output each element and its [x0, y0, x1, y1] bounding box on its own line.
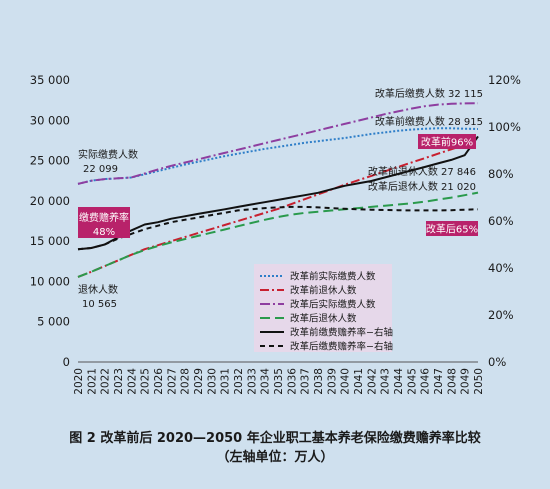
x-tick-label: 2029 [193, 368, 205, 395]
x-tick-label: 2048 [446, 368, 458, 395]
figure-caption-unit: （左轴单位：万人） [216, 450, 334, 465]
x-tick-label: 2044 [393, 368, 405, 395]
ann-retire-value: 10 565 [82, 299, 117, 310]
y-left-tick-label: 15 000 [30, 234, 70, 248]
ann-ratio-box-value: 48% [93, 227, 115, 238]
x-tick-label: 2034 [260, 368, 272, 395]
ann-before-96-text: 改革前96% [421, 136, 473, 149]
x-tick-label: 2040 [340, 368, 352, 395]
legend-label-5: 改革后缴费赡养率−右轴 [290, 341, 393, 353]
y-right-tick-label: 20% [488, 308, 514, 322]
y-right-tick-label: 80% [488, 167, 514, 181]
y-left-tick-label: 25 000 [30, 154, 70, 168]
x-tick-label: 2032 [233, 368, 245, 395]
x-tick-label: 2038 [313, 368, 325, 395]
x-tick-label: 2024 [126, 368, 138, 395]
x-tick-label: 2020 [73, 368, 85, 395]
x-tick-label: 2046 [420, 368, 432, 395]
legend-label-2: 改革后实际缴费人数 [290, 299, 376, 311]
y-right-tick-label: 40% [488, 261, 514, 275]
y-left-tick-label: 20 000 [30, 194, 70, 208]
x-tick-label: 2026 [153, 368, 165, 395]
series-line-4 [77, 135, 479, 251]
x-tick-label: 2027 [166, 368, 178, 395]
ann-retire-label: 退休人数 [78, 283, 118, 296]
ann-after-65-box [426, 221, 478, 236]
line-chart: 0 5 000 10 000 15 000 20 000 25 000 30 000 35 0… [30, 73, 521, 395]
x-tick-label: 2033 [246, 368, 258, 395]
y-left-tick-label: 35 000 [30, 73, 70, 87]
x-tick-label: 2043 [380, 368, 392, 395]
x-tick-label: 2041 [353, 368, 365, 395]
y-left-tick-label: 30 000 [30, 113, 70, 127]
series-line-1 [77, 136, 479, 278]
legend-label-0: 改革前实际缴费人数 [290, 271, 376, 283]
x-tick-label: 2021 [86, 368, 98, 395]
y-left-tick-label: 0 [63, 355, 70, 369]
x-tick-label: 2035 [273, 368, 285, 395]
y-right-tick-label: 0% [488, 355, 506, 369]
ann-before-96-box [418, 134, 476, 149]
x-tick-label: 2039 [326, 368, 338, 395]
y-left-tick-label: 5 000 [37, 315, 70, 329]
y-right-tick-label: 100% [488, 120, 521, 134]
x-tick-label: 2023 [113, 368, 125, 395]
x-tick-label: 2031 [220, 368, 232, 395]
x-tick-label: 2030 [206, 368, 218, 395]
legend-label-3: 改革后退休人数 [290, 313, 357, 325]
x-tick-label: 2025 [140, 368, 152, 395]
x-tick-label: 2036 [286, 368, 298, 395]
ann-actual-label: 实际缴费人数 [78, 148, 138, 161]
x-tick-label: 2022 [100, 368, 112, 395]
x-tick-label: 2047 [433, 368, 445, 395]
ann-ratio-box-box [78, 207, 130, 238]
ann-after-65-text: 改革后65% [426, 223, 478, 236]
x-tick-label: 2050 [473, 368, 485, 395]
ann-actual-value: 22 099 [83, 164, 118, 175]
ann-ratio-box-text: 缴费赡养率 [79, 211, 129, 224]
x-tick-label: 2042 [366, 368, 378, 395]
legend-box [254, 264, 392, 352]
ann-after-contrib: 改革后缴费人数 32 115 [375, 87, 483, 100]
ann-before-contrib: 改革前缴费人数 28 915 [375, 115, 483, 128]
ann-after-retire: 改革后退休人数 21 020 [368, 180, 476, 193]
y-right-tick-label: 60% [488, 214, 514, 228]
legend-label-4: 改革前缴费赡养率−右轴 [290, 327, 393, 339]
series-line-2 [77, 102, 479, 185]
y-left-tick-label: 10 000 [30, 274, 70, 288]
x-tick-label: 2037 [300, 368, 312, 395]
x-tick-label: 2045 [406, 368, 418, 395]
y-right-tick-label: 120% [488, 73, 521, 87]
ann-before-retire: 改革前退休人数 27 846 [368, 165, 476, 178]
x-tick-label: 2028 [180, 368, 192, 395]
x-tick-label: 2049 [460, 368, 472, 395]
legend-label-1: 改革前退休人数 [290, 285, 357, 297]
figure-caption: 图 2 改革前后 2020—2050 年企业职工基本养老保险缴费赡养率比较 [69, 431, 481, 446]
